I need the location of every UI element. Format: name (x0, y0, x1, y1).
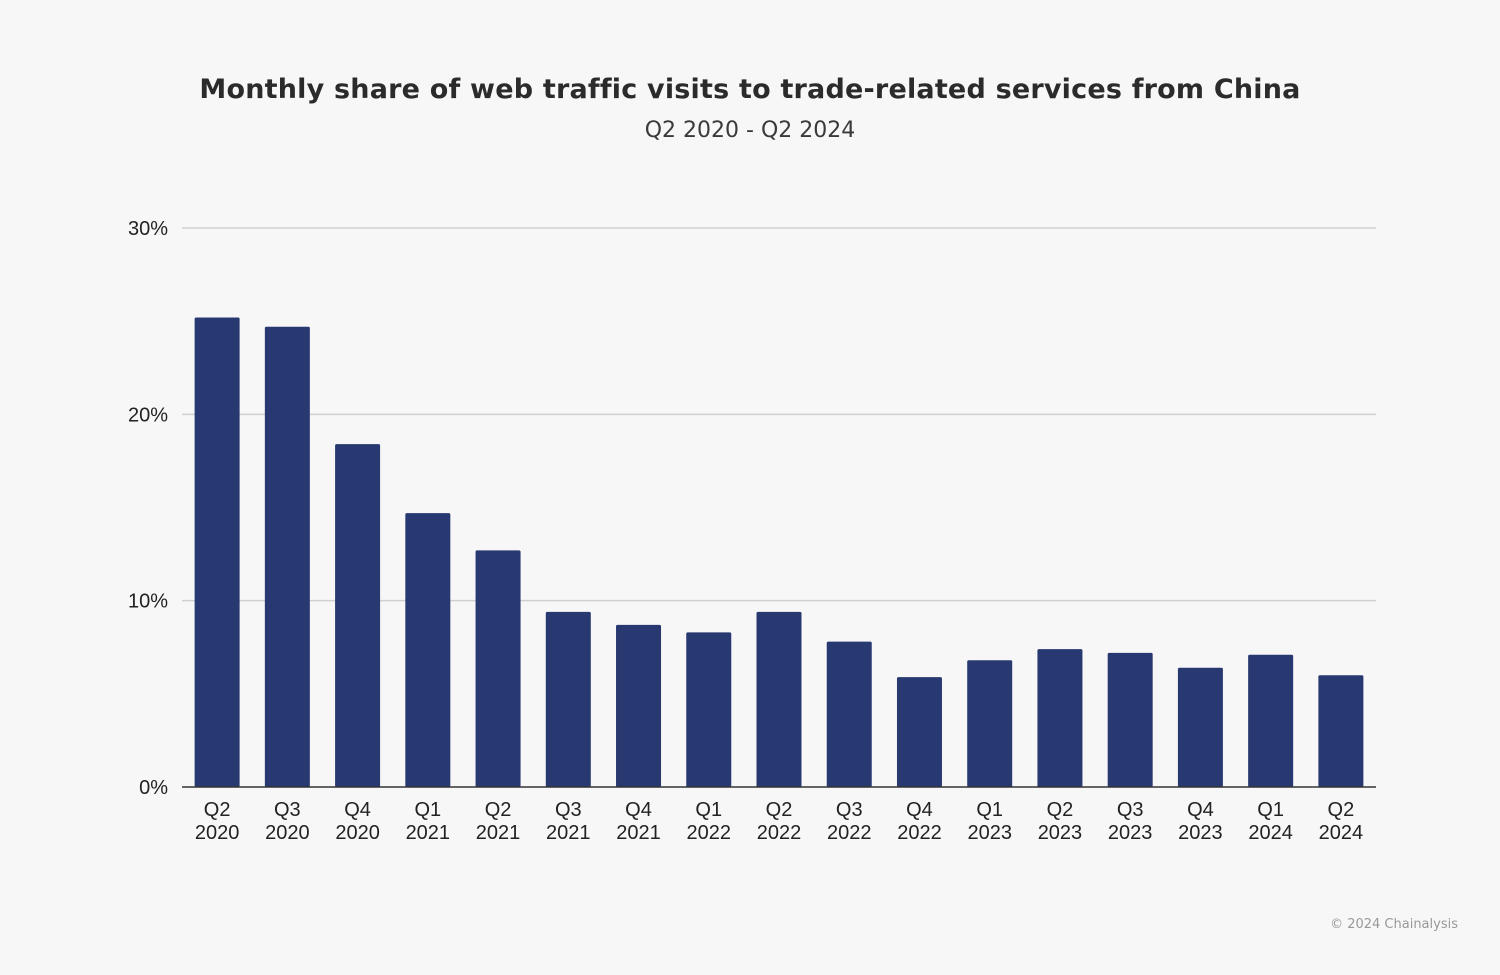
bar (826, 641, 872, 787)
x-tick-label: 2022 (687, 822, 732, 844)
x-tick-label: 2021 (406, 822, 451, 844)
bar (686, 632, 732, 787)
x-tick-label: 2021 (546, 822, 591, 844)
bar (896, 677, 942, 787)
bar (475, 550, 521, 787)
x-tick-label: 2022 (897, 822, 942, 844)
x-tick-label: Q4 (625, 799, 652, 821)
x-tick-label: Q4 (1187, 799, 1214, 821)
x-tick-label: Q4 (906, 799, 933, 821)
chart-subtitle: Q2 2020 - Q2 2024 (644, 118, 856, 143)
x-tick-label: Q3 (274, 799, 301, 821)
x-tick-label: 2023 (967, 822, 1012, 844)
x-tick-label: 2022 (827, 822, 872, 844)
bar (1107, 652, 1153, 787)
x-tick-label: 2020 (265, 822, 310, 844)
x-tick-label: Q4 (344, 799, 371, 821)
x-tick-label: Q2 (1328, 799, 1355, 821)
x-tick-label: 2022 (757, 822, 802, 844)
bar (405, 513, 451, 787)
x-tick-label: 2020 (195, 822, 240, 844)
x-tick-label: 2023 (1038, 822, 1083, 844)
x-tick-label: Q1 (695, 799, 722, 821)
x-tick-label: 2023 (1178, 822, 1223, 844)
bar (264, 326, 310, 787)
x-tick-label: 2021 (476, 822, 521, 844)
x-tick-label: Q2 (766, 799, 793, 821)
bar (616, 624, 662, 787)
y-tick-label: 0% (139, 777, 168, 799)
bar (756, 611, 802, 787)
x-tick-label: 2021 (616, 822, 661, 844)
x-tick-label: 2024 (1248, 822, 1293, 844)
x-tick-label: Q1 (1257, 799, 1284, 821)
bar (194, 317, 240, 787)
x-tick-label: Q3 (1117, 799, 1144, 821)
x-tick-label: 2020 (335, 822, 380, 844)
x-tick-label: Q2 (485, 799, 512, 821)
bar (1248, 654, 1294, 787)
copyright-footer: © 2024 Chainalysis (1330, 917, 1458, 932)
bar (1318, 675, 1364, 787)
bar (335, 444, 381, 787)
x-tick-label: 2023 (1108, 822, 1153, 844)
y-tick-label: 20% (128, 404, 168, 426)
chart-title: Monthly share of web traffic visits to t… (199, 74, 1301, 105)
x-tick-label: Q2 (1047, 799, 1074, 821)
x-tick-label: 2024 (1319, 822, 1364, 844)
bar (545, 611, 591, 787)
bar (967, 660, 1013, 787)
x-tick-label: Q3 (836, 799, 863, 821)
x-tick-label: Q2 (204, 799, 231, 821)
y-tick-label: 30% (128, 218, 168, 240)
x-tick-label: Q3 (555, 799, 582, 821)
bar (1037, 649, 1083, 787)
bar (1177, 667, 1223, 787)
x-tick-label: Q1 (414, 799, 441, 821)
y-tick-label: 10% (128, 591, 168, 613)
x-tick-label: Q1 (976, 799, 1003, 821)
